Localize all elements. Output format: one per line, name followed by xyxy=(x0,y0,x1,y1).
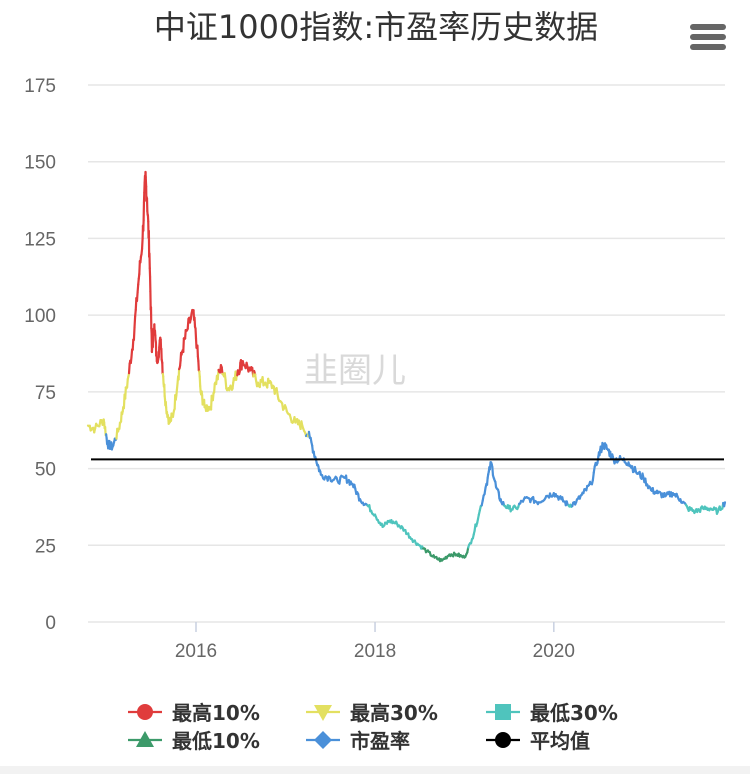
series-segment xyxy=(211,392,215,402)
legend-marker xyxy=(495,732,511,748)
legend: 最高10% 最高30% 最低30% 最低10% 市盈率 平均值 xyxy=(128,701,618,753)
series-segment xyxy=(138,260,141,276)
y-tick-label: 125 xyxy=(24,229,56,250)
series-segment xyxy=(133,315,137,329)
series-segment xyxy=(132,326,136,341)
watermark: 韭圈儿 xyxy=(304,351,406,391)
legend-item[interactable]: 市盈率 xyxy=(306,729,410,753)
series-segment xyxy=(136,283,140,294)
x-tick-label: 2016 xyxy=(175,641,217,662)
menu-icon[interactable] xyxy=(690,24,726,50)
chart-title: 中证1000指数:市盈率历史数据 xyxy=(154,8,598,46)
y-tick-label: 25 xyxy=(35,536,56,557)
y-tick-label: 50 xyxy=(35,460,56,481)
series-segment xyxy=(130,348,134,359)
y-tick-label: 150 xyxy=(24,153,56,174)
series-segment xyxy=(131,338,135,351)
series-segment xyxy=(186,317,190,330)
legend-label: 平均值 xyxy=(530,729,590,753)
series-segment xyxy=(127,362,131,375)
legend-marker xyxy=(137,704,153,720)
y-tick-label: 175 xyxy=(24,76,56,97)
legend-label: 市盈率 xyxy=(350,729,410,753)
legend-item[interactable]: 最高10% xyxy=(128,701,260,725)
series-segment xyxy=(126,378,129,389)
x-axis: 2016 2018 2020 xyxy=(175,622,575,662)
legend-item[interactable]: 最低10% xyxy=(128,729,260,753)
series-segment xyxy=(184,329,187,340)
series-segment xyxy=(220,366,224,376)
legend-marker xyxy=(136,731,154,747)
bottom-bar xyxy=(0,766,750,774)
series-pe xyxy=(86,170,727,563)
legend-item[interactable]: 平均值 xyxy=(486,729,590,753)
legend-label: 最低10% xyxy=(172,729,260,753)
series-segment xyxy=(224,378,228,390)
series-segment xyxy=(485,476,489,486)
series-segment xyxy=(223,372,227,381)
legend-item[interactable]: 最低30% xyxy=(486,701,618,725)
legend-item[interactable]: 最高30% xyxy=(306,701,438,725)
y-tick-label: 75 xyxy=(35,383,56,404)
grid-lines xyxy=(88,84,725,623)
series-segment xyxy=(124,386,127,400)
series-segment xyxy=(140,237,144,251)
y-axis: 0 25 50 75 100 125 150 175 xyxy=(24,76,56,634)
legend-marker xyxy=(314,731,332,749)
x-tick-label: 2020 xyxy=(533,641,575,662)
legend-label: 最低30% xyxy=(530,701,618,725)
legend-marker xyxy=(495,704,511,720)
x-tick-label: 2018 xyxy=(354,641,396,662)
series-segment xyxy=(213,382,216,394)
series-segment xyxy=(182,337,185,354)
series-segment xyxy=(240,360,244,371)
series-segment xyxy=(591,471,595,482)
legend-label: 最高10% xyxy=(172,701,260,725)
legend-marker xyxy=(314,705,332,721)
series-segment xyxy=(135,291,139,303)
y-tick-label: 100 xyxy=(24,306,56,327)
legend-label: 最高30% xyxy=(350,701,438,725)
series-segment xyxy=(723,501,727,508)
y-tick-label: 0 xyxy=(45,613,56,634)
series-segment xyxy=(491,465,495,477)
